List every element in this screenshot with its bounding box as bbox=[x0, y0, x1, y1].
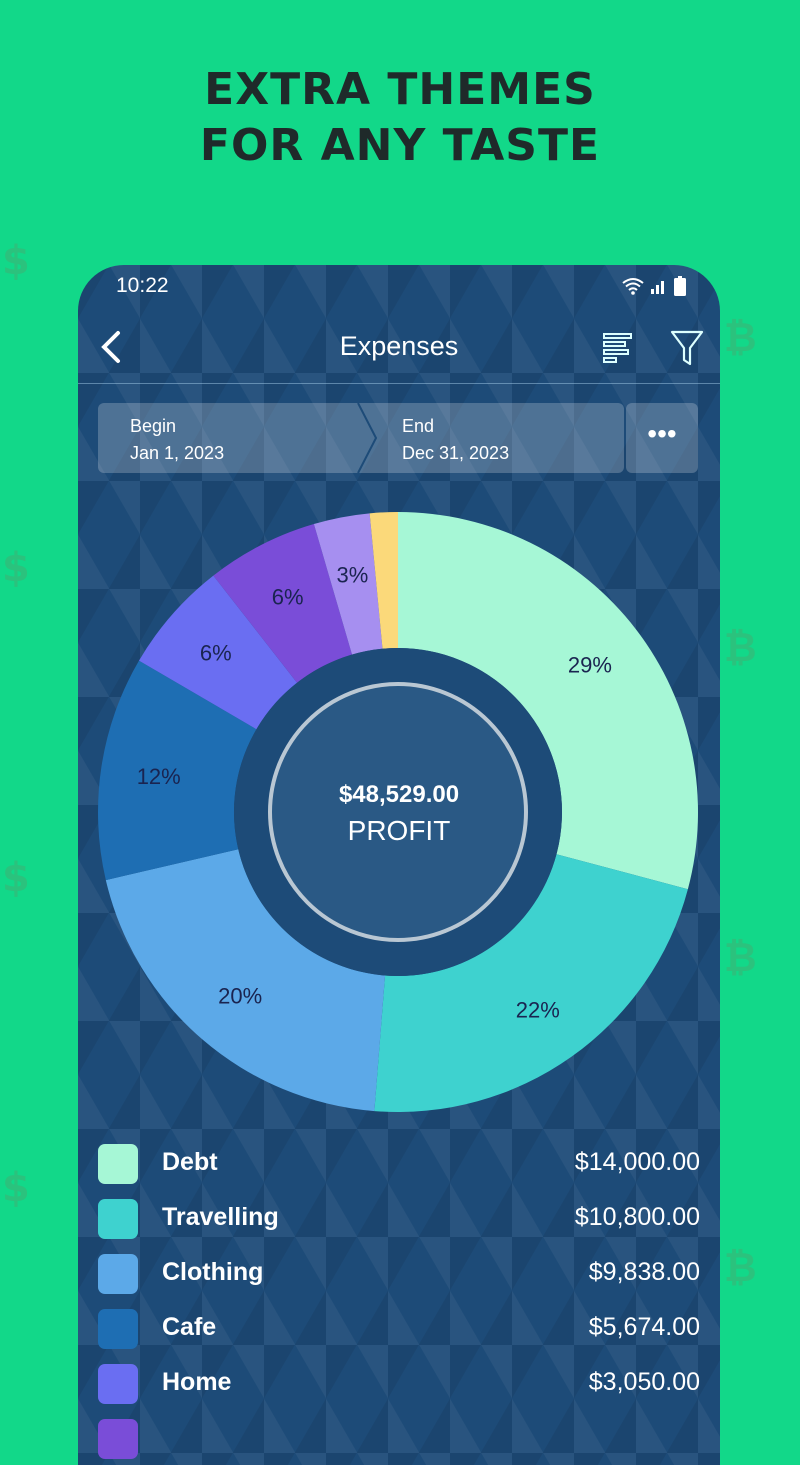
legend-swatch bbox=[98, 1144, 138, 1184]
legend-amount: $3,050.00 bbox=[588, 1368, 700, 1396]
donut-slice[interactable] bbox=[369, 512, 398, 649]
legend-item[interactable]: Clothing $9,838.00 bbox=[98, 1250, 700, 1305]
donut-slice[interactable] bbox=[313, 513, 383, 655]
donut-slice[interactable] bbox=[105, 849, 386, 1112]
expenses-donut-chart: 29% 22% 20% 12% 6% 6% 3% bbox=[97, 512, 698, 1112]
headline-line-1: EXTRA THEMES bbox=[204, 64, 596, 115]
center-ring bbox=[268, 682, 528, 942]
slice-percent-label: 12% bbox=[137, 764, 181, 789]
legend-item[interactable]: Cafe $5,674.00 bbox=[98, 1305, 700, 1360]
slice-percent-label: 3% bbox=[337, 562, 369, 587]
legend-category-name: Cafe bbox=[162, 1313, 217, 1341]
slice-percent-label: 20% bbox=[218, 983, 262, 1008]
end-label: End bbox=[402, 416, 435, 436]
dollar-icon: $ bbox=[2, 238, 30, 284]
app-bar: Expenses bbox=[78, 315, 720, 384]
legend-swatch bbox=[98, 1309, 138, 1349]
donut-slice[interactable] bbox=[97, 660, 257, 881]
back-chevron-icon[interactable] bbox=[94, 327, 130, 367]
bitcoin-icon: ₿ bbox=[724, 935, 757, 981]
legend-item[interactable] bbox=[98, 1415, 700, 1465]
bitcoin-icon: ₿ bbox=[724, 315, 757, 361]
legend-amount: $14,000.00 bbox=[574, 1148, 700, 1176]
legend-category-name: Travelling bbox=[162, 1203, 279, 1231]
legend-item[interactable]: Home $3,050.00 bbox=[98, 1360, 700, 1415]
slice-percent-label: 6% bbox=[200, 641, 232, 666]
legend-swatch bbox=[98, 1254, 138, 1294]
legend-amount: $5,674.00 bbox=[588, 1313, 700, 1341]
wifi-icon bbox=[622, 278, 644, 295]
donut-slice[interactable] bbox=[138, 575, 298, 730]
profit-label: PROFIT bbox=[347, 815, 451, 846]
dollar-icon: $ bbox=[2, 855, 30, 901]
dollar-icon: $ bbox=[2, 545, 30, 591]
more-options-button[interactable]: ••• bbox=[626, 403, 698, 473]
status-bar: 10:22 bbox=[116, 273, 686, 299]
donut-slice[interactable] bbox=[374, 854, 688, 1112]
bitcoin-icon: ₿ bbox=[724, 625, 757, 671]
dollar-icon: $ bbox=[2, 1165, 30, 1211]
legend-amount: $9,838.00 bbox=[588, 1258, 700, 1286]
bitcoin-icon: ₿ bbox=[724, 1245, 757, 1291]
donut-slice[interactable] bbox=[213, 524, 353, 683]
slice-percent-label: 29% bbox=[568, 653, 612, 678]
donut-slice[interactable] bbox=[398, 512, 698, 890]
slice-percent-label: 6% bbox=[272, 585, 304, 610]
legend-swatch bbox=[98, 1364, 138, 1404]
begin-label: Begin bbox=[130, 416, 177, 436]
legend-swatch bbox=[98, 1199, 138, 1239]
status-time: 10:22 bbox=[116, 274, 169, 297]
phone-screen: 10:22 Expenses Begin Jan 1, 2023 End Dec… bbox=[78, 265, 720, 1465]
slice-percent-label: 22% bbox=[516, 998, 560, 1023]
date-range-selector: Begin Jan 1, 2023 End Dec 31, 2023 bbox=[98, 403, 624, 473]
range-arrow-divider bbox=[357, 403, 378, 473]
end-value: Dec 31, 2023 bbox=[402, 443, 510, 463]
legend-category-name: Debt bbox=[162, 1148, 218, 1176]
legend-item[interactable]: Travelling $10,800.00 bbox=[98, 1195, 700, 1250]
legend-item[interactable]: Debt $14,000.00 bbox=[98, 1140, 700, 1195]
profit-amount: $48,529.00 bbox=[338, 781, 460, 808]
sort-bars-icon[interactable] bbox=[602, 331, 634, 365]
legend-amount: $10,800.00 bbox=[574, 1203, 700, 1231]
category-legend: Debt $14,000.00 Travelling $10,800.00 Cl… bbox=[98, 1140, 700, 1465]
page-title: Expenses bbox=[339, 331, 459, 361]
legend-category-name: Home bbox=[162, 1368, 232, 1396]
battery-icon bbox=[674, 276, 686, 296]
headline-line-2: FOR ANY TASTE bbox=[199, 120, 601, 171]
end-date-button[interactable]: End Dec 31, 2023 bbox=[402, 413, 612, 467]
begin-date-button[interactable]: Begin Jan 1, 2023 bbox=[130, 413, 350, 467]
filter-funnel-icon[interactable] bbox=[670, 329, 704, 367]
signal-icon bbox=[651, 281, 664, 294]
legend-swatch bbox=[98, 1419, 138, 1459]
legend-category-name: Clothing bbox=[162, 1258, 264, 1286]
begin-value: Jan 1, 2023 bbox=[130, 443, 225, 463]
